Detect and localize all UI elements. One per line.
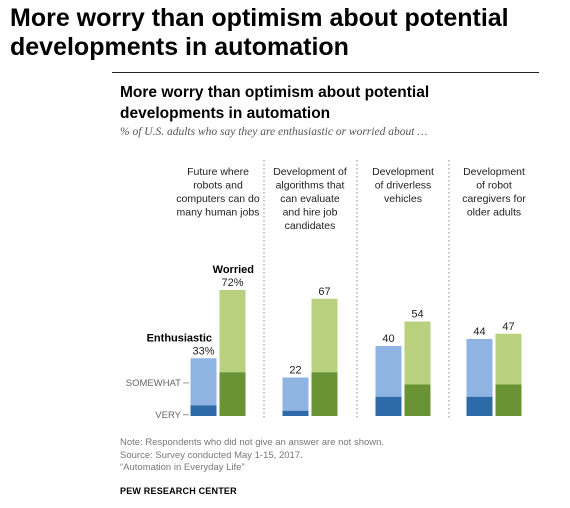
category-label: of robot — [476, 180, 512, 192]
enthusiastic-somewhat-bar — [282, 377, 309, 411]
worried-very-bar — [404, 384, 431, 416]
category-label: and hire job — [283, 207, 338, 219]
category-label: caregivers for — [462, 193, 526, 205]
stack-label-somewhat: SOMEWHAT — [126, 378, 181, 389]
category-label: candidates — [285, 220, 336, 232]
enthusiastic-very-bar — [190, 405, 217, 416]
worried-somewhat-bar — [311, 298, 338, 373]
category-label: algorithms that — [276, 180, 345, 192]
chart-title: More worry than optimism about potential… — [120, 84, 430, 122]
enthusiastic-somewhat-bar — [375, 346, 402, 397]
category-label: robots and — [193, 180, 243, 192]
worried-value-label: 67 — [318, 286, 330, 298]
worried-value-label: 54 — [411, 309, 423, 321]
worried-very-bar — [495, 384, 522, 416]
category-label: Development — [372, 166, 434, 178]
category-label: Future where — [187, 166, 249, 178]
worried-value-label: 72% — [221, 277, 243, 289]
enthusiastic-somewhat-bar — [466, 339, 493, 397]
category-label: computers can do — [176, 193, 260, 205]
stack-label-very: VERY — [155, 410, 181, 421]
source-text: Source: Survey conducted May 1-15, 2017. — [120, 449, 303, 461]
worried-value-label: 47 — [502, 321, 514, 333]
page-title: More worry than optimism about potential… — [10, 4, 509, 61]
enthusiastic-value-label: 33% — [192, 345, 214, 357]
category-label: Development of — [273, 166, 347, 178]
chart-subtitle: % of U.S. adults who say they are enthus… — [120, 126, 428, 138]
enthusiastic-value-label: 22 — [289, 365, 301, 377]
enthusiastic-value-label: 40 — [382, 333, 394, 345]
series-label-enthusiastic: Enthusiastic — [147, 332, 212, 344]
note-text: Note: Respondents who did not give an an… — [120, 437, 385, 448]
worried-somewhat-bar — [404, 321, 431, 385]
worried-somewhat-bar — [495, 333, 522, 385]
footnotes: Note: Respondents who did not give an an… — [120, 437, 384, 475]
report-title: “Automation in Everyday Life” — [120, 462, 245, 473]
category-label: older adults — [467, 207, 521, 219]
category-label: Development — [463, 166, 525, 178]
category-label: of driverless — [375, 180, 432, 192]
category-label: many human jobs — [177, 207, 260, 219]
worried-very-bar — [311, 372, 338, 416]
title-rule — [112, 72, 539, 73]
enthusiastic-very-bar — [375, 396, 402, 416]
worried-very-bar — [219, 372, 246, 416]
enthusiastic-very-bar — [282, 410, 309, 416]
category-label: can evaluate — [280, 193, 340, 205]
enthusiastic-somewhat-bar — [190, 358, 217, 406]
category-label: vehicles — [384, 193, 422, 205]
worried-somewhat-bar — [219, 290, 246, 373]
enthusiastic-value-label: 44 — [473, 326, 485, 338]
enthusiastic-very-bar — [466, 396, 493, 416]
org-name: PEW RESEARCH CENTER — [120, 486, 237, 496]
series-label-worried: Worried — [213, 264, 254, 276]
